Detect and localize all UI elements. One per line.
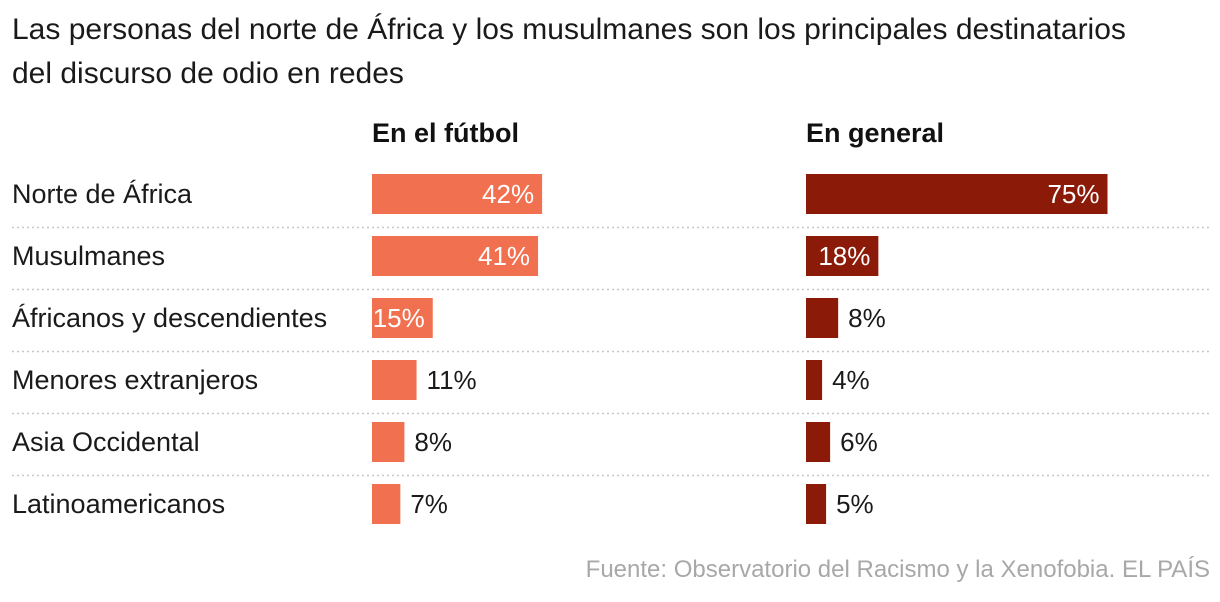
source-note: Fuente: Observatorio del Racismo y la Xe… <box>585 556 1210 583</box>
bar-futbol <box>372 422 405 462</box>
bar-general <box>806 484 827 524</box>
value-label-general: 4% <box>832 365 870 395</box>
chart-title: Las personas del norte de África y los m… <box>12 13 1126 90</box>
bar-futbol <box>372 360 417 400</box>
category-label: Asia Occidental <box>12 427 200 457</box>
value-label-futbol: 11% <box>427 365 477 395</box>
bar-futbol <box>372 484 401 524</box>
panel-title-futbol: En el fútbol <box>372 118 519 148</box>
bar-futbol <box>372 298 433 338</box>
value-label-general: 8% <box>848 303 886 333</box>
bar-general <box>806 360 823 400</box>
value-label-general: 6% <box>840 427 878 457</box>
bar-general <box>806 422 831 462</box>
value-label-futbol: 41% <box>478 241 530 271</box>
value-label-general: 75% <box>1047 179 1099 209</box>
panel-title-general: En general <box>806 118 945 148</box>
value-label-futbol: 7% <box>410 489 448 519</box>
category-label: Áfricanos y descendientes <box>12 303 327 333</box>
value-label-futbol: 15% <box>373 303 425 333</box>
bar-general <box>806 174 1108 214</box>
value-label-general: 5% <box>836 489 874 519</box>
value-label-futbol: 42% <box>482 179 534 209</box>
value-label-general: 18% <box>818 241 870 271</box>
bar-general <box>806 236 879 276</box>
category-label: Menores extranjeros <box>12 365 258 395</box>
bar-futbol <box>372 174 543 214</box>
bar-futbol <box>372 236 539 276</box>
bar-general <box>806 298 839 338</box>
category-label: Musulmanes <box>12 241 165 271</box>
category-label: Norte de África <box>12 179 193 209</box>
category-label: Latinoamericanos <box>12 489 225 519</box>
value-label-futbol: 8% <box>414 427 452 457</box>
